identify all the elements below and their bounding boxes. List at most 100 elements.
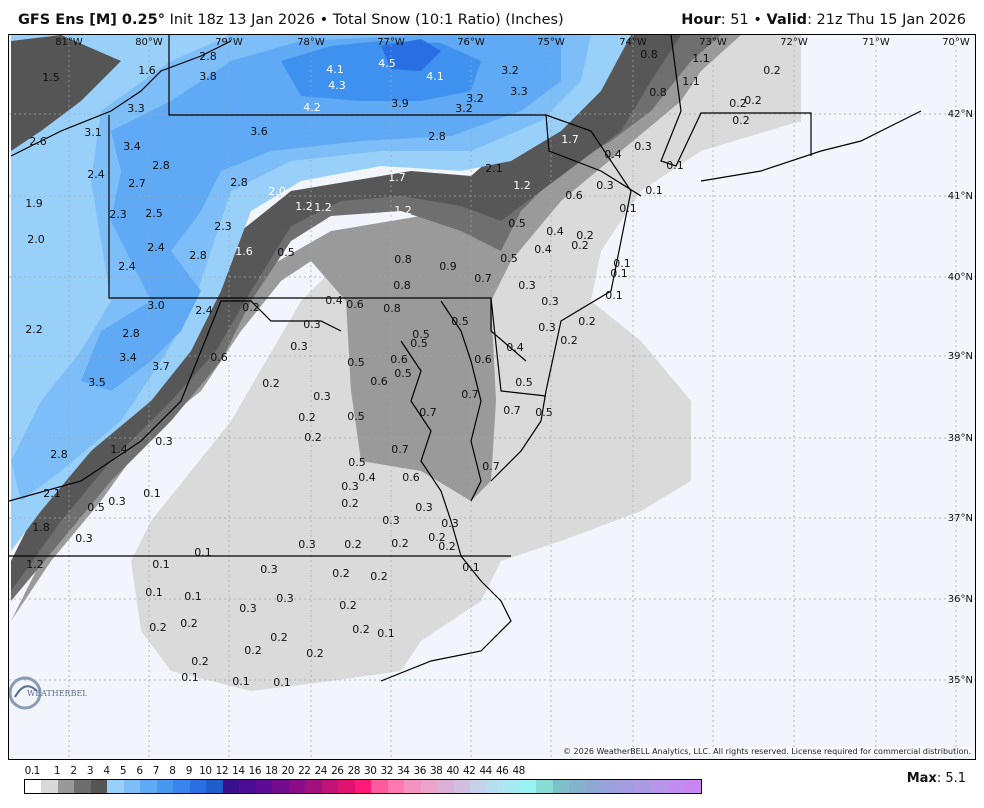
colorbar-tick: 34 bbox=[397, 765, 410, 777]
valid-label: Valid bbox=[766, 12, 808, 28]
snow-value: 0.1 bbox=[605, 289, 623, 302]
snow-value: 0.3 bbox=[108, 495, 126, 508]
longitude-labels: 81°W 80°W 79°W 78°W 77°W 76°W 75°W 74°W 73°W 72°W… bbox=[55, 37, 970, 48]
snow-value: 0.2 bbox=[571, 239, 589, 252]
colorbar-swatch bbox=[536, 780, 553, 793]
snow-value: 1.7 bbox=[561, 133, 579, 146]
snow-value: 0.4 bbox=[534, 243, 552, 256]
svg-text:WEATHERBELL: WEATHERBELL bbox=[27, 689, 87, 698]
colorbar-swatch bbox=[486, 780, 504, 793]
degree-symbol: ° bbox=[157, 12, 165, 28]
snow-value: 0.2 bbox=[270, 631, 288, 644]
snow-value: 3.5 bbox=[88, 376, 106, 389]
init-time: Init 18z 13 Jan 2026 bbox=[164, 12, 315, 28]
snow-value: 0.5 bbox=[347, 410, 365, 423]
colorbar-swatch bbox=[255, 780, 273, 793]
colorbar-swatch bbox=[453, 780, 471, 793]
colorbar-swatch bbox=[684, 780, 701, 793]
colorbar-tick: 26 bbox=[331, 765, 344, 777]
snow-value: 0.3 bbox=[415, 501, 433, 514]
colorbar-tick: 12 bbox=[215, 765, 229, 777]
snow-value: 0.1 bbox=[232, 675, 250, 688]
snow-value: 0.5 bbox=[277, 246, 295, 259]
snow-value: 0.2 bbox=[191, 655, 209, 668]
colorbar-tick: 22 bbox=[298, 765, 311, 777]
snow-value: 0.1 bbox=[143, 487, 161, 500]
snow-value: 0.3 bbox=[239, 602, 257, 615]
snow-value: 0.2 bbox=[763, 64, 781, 77]
snow-value: 0.3 bbox=[441, 517, 459, 530]
snow-value: 2.3 bbox=[109, 208, 127, 221]
snow-value: 0.8 bbox=[649, 86, 667, 99]
max-value: Max: 5.1 bbox=[907, 771, 966, 786]
colorbar-tick: 40 bbox=[446, 765, 459, 777]
snow-value: 1.2 bbox=[26, 558, 44, 571]
snow-value: 0.1 bbox=[666, 159, 684, 172]
snow-value: 0.6 bbox=[210, 351, 228, 364]
colorbar-tick: 16 bbox=[248, 765, 262, 777]
colorbar-tick: 46 bbox=[495, 765, 509, 777]
snow-value: 2.1 bbox=[485, 162, 503, 175]
colorbar-swatch bbox=[272, 780, 289, 793]
snow-value: 2.0 bbox=[268, 185, 286, 198]
snow-value: 0.5 bbox=[515, 376, 533, 389]
snow-value: 0.4 bbox=[546, 225, 564, 238]
snow-value: 2.8 bbox=[152, 159, 170, 172]
grid-lines bbox=[9, 35, 975, 759]
snow-value: 0.7 bbox=[419, 406, 437, 419]
latitude-label: 42°N bbox=[948, 109, 973, 120]
snow-value: 3.1 bbox=[84, 126, 102, 139]
snow-value: 3.7 bbox=[152, 360, 170, 373]
colorbar-tick: 3 bbox=[86, 765, 94, 777]
colorbar-swatch bbox=[189, 780, 207, 793]
snow-value: 0.2 bbox=[352, 623, 370, 636]
shade-west-gray bbox=[11, 35, 121, 151]
snow-value: 0.2 bbox=[578, 315, 596, 328]
latitude-label: 41°N bbox=[948, 191, 973, 202]
snow-value: 0.2 bbox=[262, 377, 280, 390]
snow-value: 0.6 bbox=[565, 189, 583, 202]
colorbar-swatch bbox=[25, 780, 42, 793]
colorbar-tick: 28 bbox=[347, 765, 361, 777]
snow-value: 1.1 bbox=[692, 52, 710, 65]
colorbar-swatch bbox=[41, 780, 58, 793]
snow-value: 1.8 bbox=[32, 521, 50, 534]
snow-value: 0.5 bbox=[87, 501, 105, 514]
snow-value: 2.8 bbox=[428, 130, 446, 143]
colorbar-tick: 0.1 bbox=[24, 765, 41, 777]
colorbar-tick: 1 bbox=[53, 765, 61, 777]
snow-value: 1.1 bbox=[682, 75, 700, 88]
colorbar-swatch bbox=[601, 780, 619, 793]
snow-value: 2.4 bbox=[147, 241, 165, 254]
colorbar-tick: 2 bbox=[70, 765, 77, 777]
snow-value: 0.3 bbox=[298, 538, 316, 551]
snow-value: 4.1 bbox=[326, 63, 344, 76]
colorbar-swatch bbox=[503, 780, 520, 793]
snow-value: 0.6 bbox=[474, 353, 492, 366]
snow-value: 2.8 bbox=[199, 50, 217, 63]
snow-value: 0.1 bbox=[273, 676, 291, 689]
longitude-label: 76°W bbox=[457, 37, 485, 48]
max-number: : 5.1 bbox=[936, 771, 966, 786]
colorbar-swatch bbox=[470, 780, 487, 793]
snow-value-labels: 1.5 1.6 2.8 3.8 3.3 4.1 4.5 4.3 4.1 3.2 3.3 4.2 3.9 3… bbox=[25, 48, 781, 689]
snow-value: 0.8 bbox=[393, 279, 411, 292]
snow-value: 2.7 bbox=[128, 177, 146, 190]
colorbar-swatch bbox=[420, 780, 438, 793]
snow-value: 0.3 bbox=[634, 140, 652, 153]
longitude-label: 80°W bbox=[135, 37, 163, 48]
longitude-label: 79°W bbox=[215, 37, 243, 48]
snow-value: 0.3 bbox=[290, 340, 308, 353]
colorbar-tick: 5 bbox=[119, 765, 127, 777]
product-name: Total Snow (10:1 Ratio) (Inches) bbox=[332, 12, 564, 28]
latitude-label: 37°N bbox=[948, 513, 973, 524]
colorbar-tick: 42 bbox=[462, 765, 476, 777]
snow-shading bbox=[11, 35, 801, 691]
latitude-label: 39°N bbox=[948, 351, 973, 362]
snow-value: 0.6 bbox=[402, 471, 420, 484]
colorbar-swatch bbox=[568, 780, 586, 793]
valid-value: : 21z Thu 15 Jan 2026 bbox=[807, 12, 966, 28]
snow-value: 0.3 bbox=[341, 480, 359, 493]
colorbar-tick: 48 bbox=[512, 765, 525, 777]
snow-value: 2.5 bbox=[145, 207, 163, 220]
